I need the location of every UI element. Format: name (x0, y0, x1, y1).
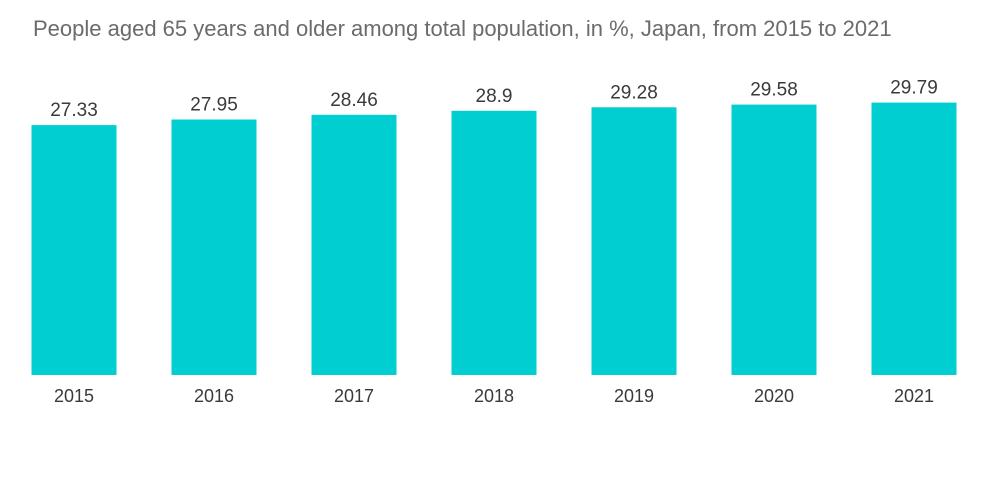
value-label-2019: 29.28 (610, 82, 658, 103)
chart-title: People aged 65 years and older among tot… (33, 16, 892, 41)
x-tick-label-2016: 2016 (194, 386, 234, 406)
x-tick-label-2019: 2019 (614, 386, 654, 406)
x-tick-label-2021: 2021 (894, 386, 934, 406)
bar-2019 (591, 107, 677, 376)
x-tick-label-2018: 2018 (474, 386, 514, 406)
value-label-2017: 28.46 (330, 90, 378, 111)
bars-group (31, 102, 957, 376)
value-label-2015: 27.33 (50, 100, 98, 121)
value-label-2021: 29.79 (890, 78, 938, 99)
bar-2015 (31, 125, 117, 375)
x-tick-label-2017: 2017 (334, 386, 374, 406)
value-labels-group: 27.33 27.95 28.46 28.9 29.28 29.58 29.79 (50, 78, 938, 122)
x-tick-label-2020: 2020 (754, 386, 794, 406)
value-label-2018: 28.9 (476, 86, 513, 107)
x-tick-labels-group: 2015 2016 2017 2018 2019 2020 2021 (54, 386, 934, 406)
x-tick-label-2015: 2015 (54, 386, 94, 406)
bar-2017 (311, 114, 397, 376)
bar-2016 (171, 119, 257, 375)
bar-2020 (731, 104, 817, 375)
bar-2021 (871, 102, 957, 375)
value-label-2020: 29.58 (750, 80, 798, 101)
value-label-2016: 27.95 (190, 95, 238, 116)
bar-2018 (451, 110, 537, 376)
